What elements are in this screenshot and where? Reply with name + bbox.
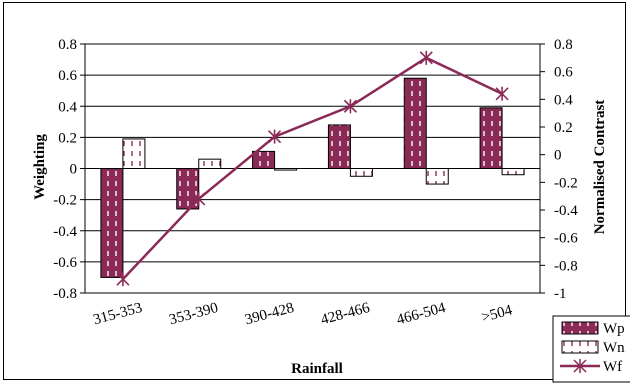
point-wf — [268, 129, 282, 144]
axes — [80, 43, 545, 294]
y-tick-label: 0.4 — [58, 99, 77, 115]
y2-tick-label: 0.6 — [554, 65, 573, 81]
x-tick-label: 390-428 — [243, 300, 295, 328]
point-wf — [116, 272, 130, 287]
x-tick-label: 353-390 — [167, 300, 219, 328]
y2-tick-label: 0.2 — [554, 120, 573, 136]
y-tick-label: 0.2 — [58, 130, 77, 146]
y2-tick-label: 0 — [554, 148, 562, 164]
line-series — [116, 50, 509, 287]
y-tick-label: 0.8 — [58, 37, 77, 53]
bar-wp — [403, 77, 427, 169]
bar-wp — [252, 150, 276, 170]
bar-wp — [100, 168, 124, 278]
legend-marker-wf — [573, 359, 587, 373]
point-wf — [495, 86, 509, 101]
bar-wn — [198, 158, 222, 170]
chart-frame — [3, 2, 626, 380]
bar-wn — [122, 138, 146, 169]
point-wf — [192, 191, 206, 206]
bar-wn — [349, 168, 373, 177]
x-tick-label: >504 — [480, 302, 515, 326]
y-tick-label: -0.4 — [53, 224, 77, 240]
x-axis-title: Rainfall — [291, 361, 343, 377]
x-tick-label: 315-353 — [92, 300, 144, 328]
bar-wp — [479, 107, 503, 169]
x-tick-label: 466-504 — [395, 300, 448, 329]
bar-wn — [501, 168, 525, 176]
y2-tick-label: -0.2 — [554, 175, 578, 191]
y2-tick-label: -0.4 — [554, 203, 578, 219]
legend-label-wf: Wf — [603, 359, 622, 375]
tick-labels: 0.8 0.6 0.4 0.2 0 -0.2 -0.4 -0.6 -0.8 0.8 0.6 0.4 0.… — [53, 37, 578, 328]
legend-swatch-wn — [561, 340, 599, 354]
y-tick-label: -0.2 — [53, 193, 77, 209]
bar-wn — [425, 168, 449, 185]
y-tick-label: -0.8 — [53, 286, 77, 302]
legend-label-wn: Wn — [603, 340, 625, 356]
y2-tick-label: -1 — [554, 286, 567, 302]
y2-tick-label: 0.8 — [554, 37, 573, 53]
y-tick-label: 0 — [70, 162, 78, 178]
x-tick-label: 428-466 — [319, 300, 372, 329]
y2-tick-label: -0.8 — [554, 258, 578, 274]
y2-tick-label: 0.4 — [554, 92, 573, 108]
point-wf — [343, 99, 357, 114]
y2-axis-title: Normalised Contrast — [592, 100, 608, 235]
point-wf — [419, 50, 433, 65]
line-wf — [122, 56, 503, 281]
y2-tick-label: -0.6 — [554, 231, 578, 247]
legend-swatch-wp — [561, 321, 599, 335]
legend-label-wp: Wp — [603, 321, 625, 337]
bar-wp — [327, 124, 351, 170]
y-tick-label: 0.6 — [58, 68, 77, 84]
y-axis-title: Weighting — [32, 134, 48, 200]
y-tick-label: -0.6 — [53, 255, 77, 271]
legend: Wp Wn Wf — [552, 315, 630, 383]
bars — [100, 77, 525, 278]
